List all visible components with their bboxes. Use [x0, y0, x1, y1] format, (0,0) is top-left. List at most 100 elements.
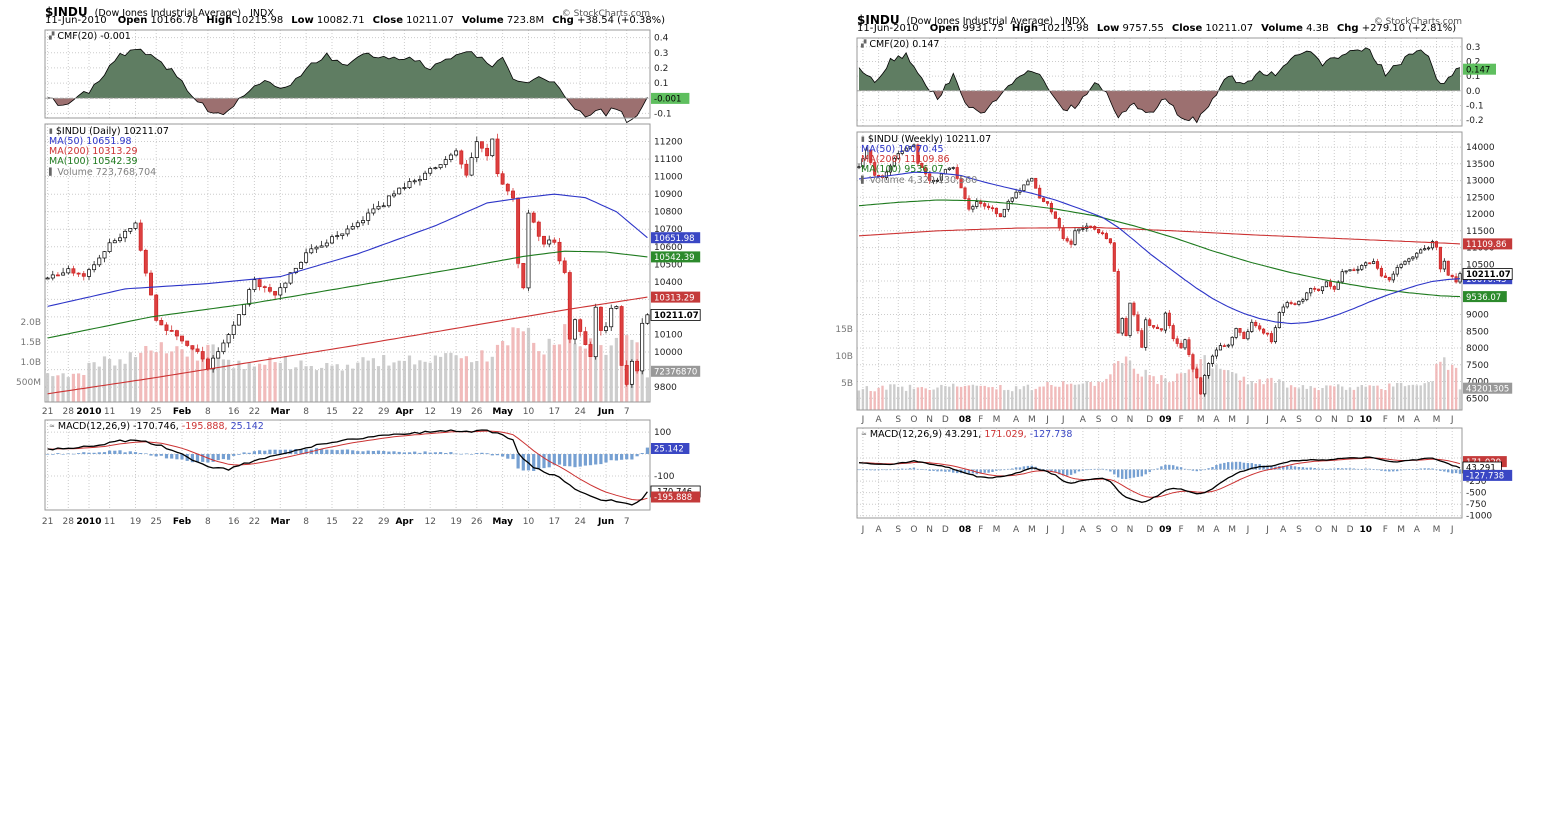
- cmf-legend-label: CMF(20) -0.001: [57, 31, 131, 42]
- cmf-axis-tick: 0.3: [1466, 43, 1480, 53]
- macd-signal-line: [47, 430, 648, 501]
- price-axis-tick: 13000: [1466, 177, 1495, 187]
- legend-volume: Volume 723,768,704: [57, 167, 157, 178]
- legend-ma200: MA(200) 11109.86: [861, 154, 950, 165]
- quote-volume: Volume 723.8M: [461, 15, 545, 26]
- macd-legend-name: MACD(12,26,9): [57, 421, 134, 432]
- date-axis-label: J: [1061, 415, 1065, 425]
- volume-bars-icon: ▌: [49, 168, 55, 176]
- date-axis-label: J: [1246, 525, 1250, 535]
- quote-row: 11-Jun-2010 Open 10166.78 High 10215.98 Lo…: [45, 15, 665, 26]
- price-axis-tick: 10800: [654, 208, 683, 218]
- price-axis-tick: 12500: [1466, 193, 1495, 203]
- date-axis-label: J: [1045, 415, 1049, 425]
- date-axis-label: M: [1228, 525, 1236, 535]
- price-axis-tick: 11000: [654, 173, 683, 183]
- volume-axis-tick: 1.0B: [21, 358, 42, 368]
- date-axis-label: A: [1414, 525, 1421, 535]
- volume-axis-tick: 15B: [835, 325, 853, 335]
- macd-legend-value-0: -170.746,: [133, 421, 182, 432]
- macd-legend: ≈ MACD(12,26,9) -170.746, -195.888, 25.14…: [49, 421, 264, 432]
- date-axis-label: 24: [574, 407, 586, 417]
- date-axis-label: 17: [549, 517, 560, 527]
- ma200-line: [47, 296, 648, 395]
- date-axis-label: A: [1080, 525, 1087, 535]
- date-axis-label: 19: [450, 517, 462, 527]
- date-axis-label: F: [1383, 525, 1388, 535]
- date-axis-label: O: [1315, 415, 1322, 425]
- price-axis-tick: 13500: [1466, 160, 1495, 170]
- macd-legend-value-2: 25.142: [230, 421, 264, 432]
- macd-axis-tick: -100: [654, 472, 675, 482]
- macd-line: [47, 429, 648, 506]
- quote-row: 11-Jun-2010 Open 9931.75 High 10215.98 Low…: [857, 23, 1456, 34]
- cmf-axis-tick: 0.1: [1466, 72, 1480, 82]
- date-axis-label: J: [1045, 525, 1049, 535]
- quote-close: Close 10211.07: [372, 15, 454, 26]
- date-axis-label: 25: [150, 517, 161, 527]
- macd-legend-value-1: 171.029,: [984, 429, 1030, 440]
- date-axis-label: S: [895, 525, 901, 535]
- macd-axis-tick: -500: [1466, 489, 1487, 499]
- symbol-label: $INDU: [857, 13, 900, 27]
- date-axis-label: D: [1347, 525, 1354, 535]
- date-axis-label: J: [1246, 415, 1250, 425]
- date-axis-label: M: [1433, 525, 1441, 535]
- date-axis-label: J: [1265, 525, 1269, 535]
- price-axis-tick: 14000: [1466, 143, 1495, 153]
- cmf-legend-label: CMF(20) 0.147: [869, 39, 940, 50]
- candlestick-icon: ▮: [49, 127, 53, 135]
- date-axis-label: M: [1028, 525, 1036, 535]
- date-axis-label: D: [942, 415, 949, 425]
- price-axis-tick: 10900: [654, 190, 683, 200]
- date-axis-label: Jun: [597, 407, 614, 417]
- ma100-line: [47, 250, 648, 339]
- date-axis-label: A: [1013, 415, 1020, 425]
- date-axis-label: 12: [425, 517, 436, 527]
- date-axis-label: O: [1111, 415, 1118, 425]
- stockcharts-credit: © StockCharts.com: [561, 9, 650, 19]
- quote-chg: Chg +279.10 (+2.81%): [1336, 23, 1457, 34]
- date-axis-label: M: [1433, 415, 1441, 425]
- symbol-label: $INDU: [45, 5, 88, 19]
- date-axis-label: 29: [378, 407, 390, 417]
- volume-axis-tick: 1.5B: [21, 338, 42, 348]
- price-last-value-label-box: [651, 251, 701, 263]
- price-last-value-label: 10211.07: [654, 311, 699, 321]
- price-legend-entry: MA(100) 9536.07: [861, 165, 944, 175]
- price-last-value-label-box: [1463, 382, 1513, 394]
- date-axis-label: 09: [1159, 415, 1172, 425]
- date-axis-label: Jun: [597, 517, 614, 527]
- date-axis-label: M: [1397, 525, 1405, 535]
- price-last-value-label-box: [651, 291, 701, 303]
- area-chart-icon: ▞: [861, 40, 867, 48]
- macd-last-value-label: 25.142: [654, 445, 684, 455]
- legend-ma50: MA(50) 10070.45: [861, 144, 944, 155]
- macd-squiggle-icon: ≈: [49, 422, 55, 430]
- date-axis-label: N: [1127, 415, 1134, 425]
- quote-high: High 10215.98: [1011, 23, 1089, 34]
- quote-high: High 10215.98: [206, 15, 284, 26]
- macd-axis-tick: -1000: [1466, 512, 1492, 522]
- price-legend-entry: MA(200) 11109.86: [861, 155, 950, 165]
- date-axis-label: S: [1096, 415, 1102, 425]
- date-axis-label: A: [1213, 525, 1220, 535]
- ma200-line: [858, 226, 1461, 245]
- cmf-last-value-label: -0.001: [654, 95, 681, 105]
- macd-last-value-label-box: [651, 491, 701, 503]
- cmf-legend: ▞ CMF(20) 0.147: [861, 39, 939, 50]
- date-axis-label: M: [1397, 415, 1405, 425]
- date-axis-label: 22: [249, 517, 260, 527]
- price-axis-tick: 10000: [654, 348, 683, 358]
- cmf-axis-tick: 0.1: [654, 79, 668, 89]
- date-axis-label: 11: [104, 517, 115, 527]
- date-axis-label: 22: [249, 407, 260, 417]
- quote-close: Close 10211.07: [1171, 23, 1254, 34]
- price-last-value-label: 10313.29: [654, 293, 695, 303]
- price-legend-entry: ▌ Volume 723,768,704: [49, 167, 156, 178]
- ma100-line: [858, 199, 1461, 298]
- price-last-value-label: 43201305: [1466, 384, 1509, 394]
- legend-ma100: MA(100) 10542.39: [49, 156, 138, 167]
- date-axis-label: 10: [523, 517, 535, 527]
- date-axis-label: J: [861, 525, 865, 535]
